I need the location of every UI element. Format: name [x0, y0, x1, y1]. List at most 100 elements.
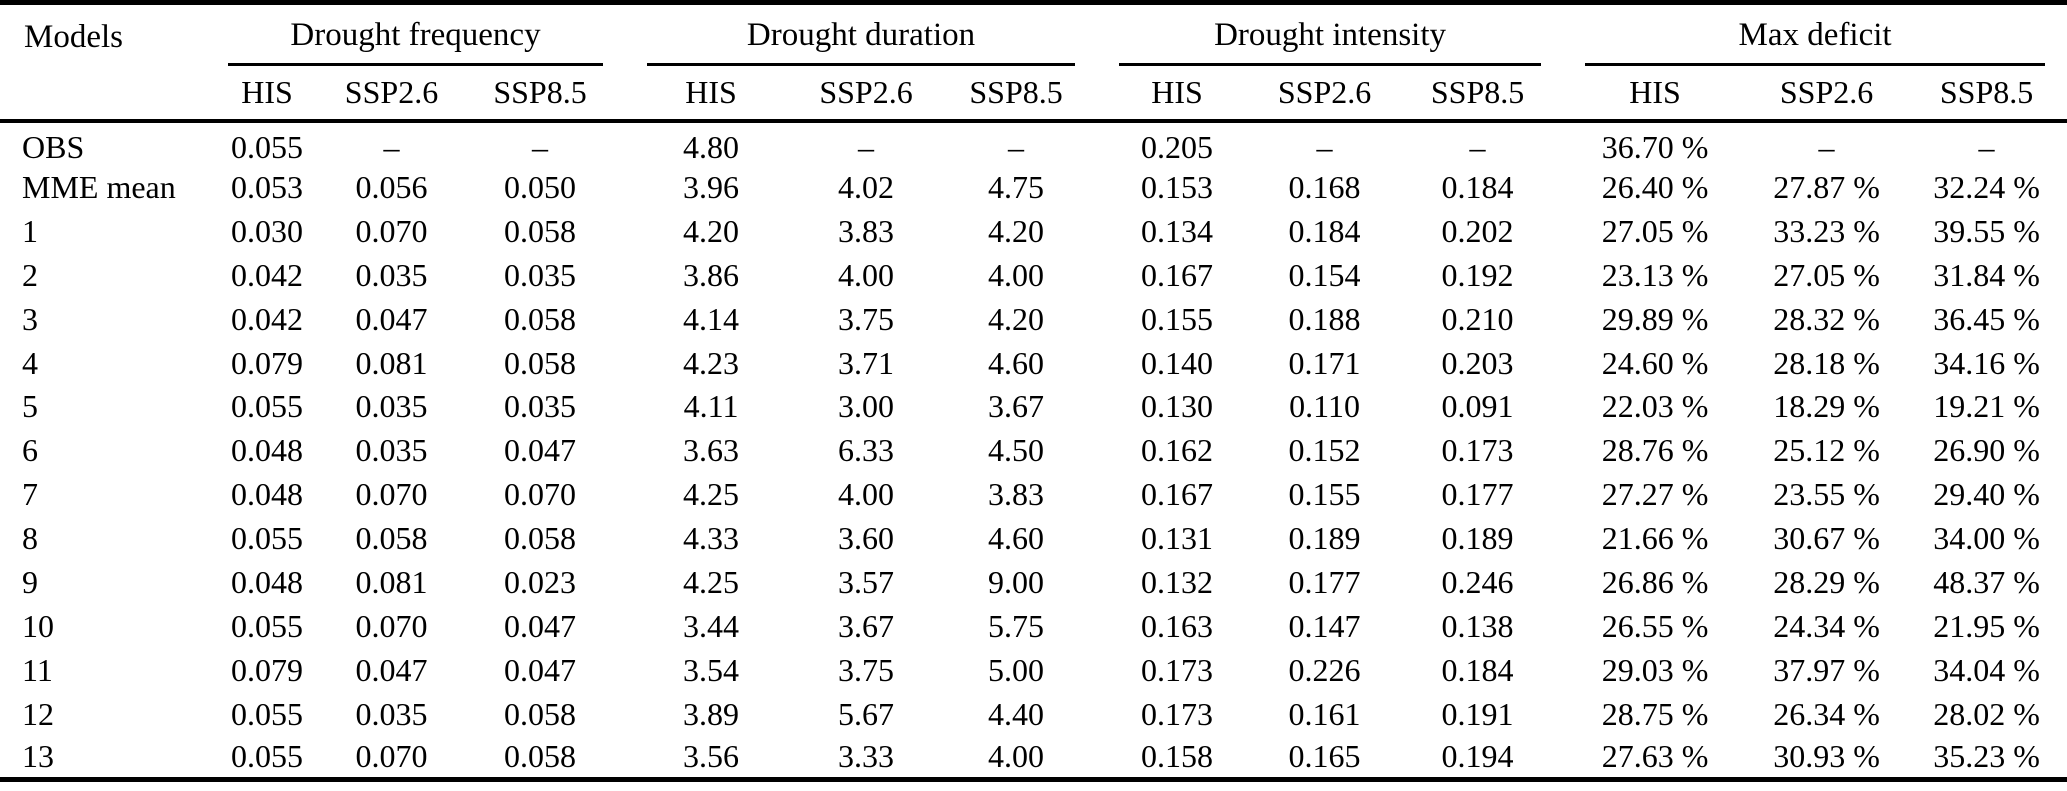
value-cell: 26.40 %	[1601, 168, 1709, 205]
value-cell: 3.57	[838, 563, 895, 600]
table-row: 10 0.055 0.070 0.047 3.44 3.67 5.75 0.163 0.147 0…	[0, 604, 2067, 648]
table-row: 6 0.048 0.035 0.047 3.63 6.33 4.50 0.162 0.152 0.…	[0, 429, 2067, 473]
value-cell: 0.167	[1141, 256, 1214, 293]
value-cell: 0.192	[1441, 256, 1514, 293]
value-cell: 4.11	[683, 388, 739, 425]
value-cell: 0.158	[1141, 738, 1214, 775]
value-cell: 0.048	[231, 563, 303, 600]
value-cell: 6.33	[838, 432, 895, 469]
value-cell: 27.27 %	[1601, 476, 1709, 513]
value-cell: –	[532, 128, 549, 165]
value-cell: 0.134	[1141, 212, 1214, 249]
value-cell: 0.058	[504, 300, 577, 337]
value-cell: 4.50	[988, 432, 1045, 469]
value-cell: 3.54	[683, 651, 740, 688]
value-cell: –	[1008, 128, 1025, 165]
value-cell: 3.96	[683, 168, 740, 205]
table-row: MME mean 0.053 0.056 0.050 3.96 4.02 4.75 0.153…	[0, 166, 2067, 210]
value-cell: 5.00	[988, 651, 1045, 688]
model-label: 3	[22, 300, 38, 337]
subheader-maxdeficit-ssp26: SSP2.6	[1779, 74, 1874, 110]
value-cell: 3.67	[838, 607, 895, 644]
value-cell: 0.079	[231, 344, 303, 381]
value-cell: 0.210	[1441, 300, 1514, 337]
subheader-maxdeficit-his: HIS	[1629, 74, 1681, 110]
value-cell: 27.05 %	[1773, 256, 1880, 293]
model-label: 6	[22, 432, 38, 469]
table-row: OBS 0.055 – – 4.80 – – 0.205 – – 36.70 % – –	[0, 121, 2067, 166]
table-row: 1 0.030 0.070 0.058 4.20 3.83 4.20 0.134 0.184 0.…	[0, 209, 2067, 253]
value-cell: 23.13 %	[1601, 256, 1709, 293]
value-cell: 0.152	[1288, 432, 1361, 469]
value-cell: 0.070	[355, 607, 428, 644]
value-cell: 18.29 %	[1773, 388, 1880, 425]
value-cell: 3.44	[683, 607, 740, 644]
table-row: 4 0.079 0.081 0.058 4.23 3.71 4.60 0.140 0.171 0.…	[0, 341, 2067, 385]
value-cell: 0.155	[1141, 300, 1214, 337]
value-cell: 26.34 %	[1773, 695, 1880, 732]
value-cell: 27.87 %	[1773, 168, 1880, 205]
value-cell: 30.93 %	[1773, 738, 1880, 775]
subheader-duration-ssp26: SSP2.6	[819, 74, 913, 110]
subheader-maxdeficit-ssp85: SSP8.5	[1939, 74, 2034, 110]
value-cell: 0.155	[1288, 476, 1361, 513]
value-cell: 4.23	[683, 344, 740, 381]
value-cell: –	[1978, 128, 1995, 165]
table-row: 5 0.055 0.035 0.035 4.11 3.00 3.67 0.130 0.110 0.…	[0, 385, 2067, 429]
value-cell: 4.75	[988, 168, 1045, 205]
value-cell: 22.03 %	[1601, 388, 1709, 425]
group-header-drought-frequency: Drought frequency	[206, 3, 625, 71]
value-cell: 30.67 %	[1773, 520, 1880, 557]
group-header-label: Drought intensity	[1119, 17, 1542, 66]
value-cell: 3.33	[838, 738, 895, 775]
model-label: 7	[22, 476, 38, 513]
value-cell: 0.202	[1441, 212, 1514, 249]
value-cell: 0.168	[1288, 168, 1361, 205]
subheader-duration-ssp85: SSP8.5	[969, 74, 1063, 110]
value-cell: 19.21 %	[1933, 388, 2040, 425]
value-cell: 0.171	[1288, 344, 1361, 381]
value-cell: 3.60	[838, 520, 895, 557]
value-cell: 26.90 %	[1933, 432, 2040, 469]
value-cell: 48.37 %	[1933, 563, 2040, 600]
model-label: 2	[22, 256, 38, 293]
value-cell: 0.154	[1288, 256, 1361, 293]
value-cell: 0.189	[1288, 520, 1361, 557]
value-cell: 0.140	[1141, 344, 1214, 381]
value-cell: 28.02 %	[1933, 695, 2040, 732]
subheader-frequency-ssp26: SSP2.6	[344, 74, 439, 110]
value-cell: 0.055	[231, 520, 303, 557]
value-cell: 4.00	[988, 256, 1045, 293]
value-cell: 4.80	[683, 128, 740, 165]
table-row: 13 0.055 0.070 0.058 3.56 3.33 4.00 0.158 0.165 0…	[0, 736, 2067, 780]
value-cell: 0.184	[1441, 651, 1514, 688]
value-cell: 0.035	[355, 256, 428, 293]
value-cell: –	[1316, 128, 1333, 165]
value-cell: 28.76 %	[1601, 432, 1709, 469]
value-cell: 0.138	[1441, 607, 1514, 644]
value-cell: 33.23 %	[1773, 212, 1880, 249]
value-cell: 0.056	[355, 168, 428, 205]
value-cell: 0.058	[355, 520, 428, 557]
value-cell: 5.67	[838, 695, 895, 732]
model-label: 1	[22, 212, 38, 249]
value-cell: 0.035	[355, 388, 428, 425]
value-cell: 27.05 %	[1601, 212, 1709, 249]
value-cell: 0.047	[355, 651, 428, 688]
value-cell: 23.55 %	[1773, 476, 1880, 513]
model-label: 5	[22, 388, 38, 425]
value-cell: 0.048	[231, 476, 303, 513]
value-cell: 4.33	[683, 520, 740, 557]
group-header-max-deficit: Max deficit	[1563, 3, 2067, 71]
value-cell: 3.89	[683, 695, 740, 732]
value-cell: 3.75	[838, 651, 895, 688]
group-header-drought-duration: Drought duration	[625, 3, 1097, 71]
model-label: 13	[22, 738, 54, 775]
table-row: 8 0.055 0.058 0.058 4.33 3.60 4.60 0.131 0.189 0.…	[0, 517, 2067, 561]
value-cell: 0.161	[1288, 695, 1361, 732]
value-cell: 0.055	[231, 695, 303, 732]
value-cell: 0.173	[1441, 432, 1514, 469]
value-cell: 3.63	[683, 432, 740, 469]
value-cell: 0.173	[1141, 695, 1214, 732]
value-cell: 34.04 %	[1933, 651, 2040, 688]
